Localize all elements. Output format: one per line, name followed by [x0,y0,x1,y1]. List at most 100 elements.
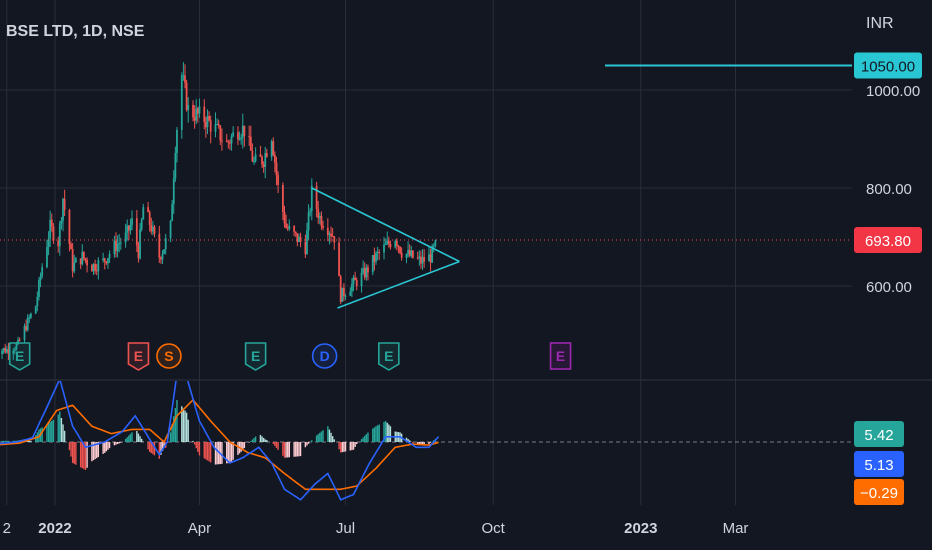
candle-body [293,226,296,232]
candle-body [30,313,32,318]
candle-body [195,108,198,121]
candle-body [344,295,347,297]
macd-value-label: −0.29 [860,485,898,502]
candle-body [176,129,178,154]
candle-body [182,75,185,77]
price-tick-label: 800.00 [866,181,912,198]
event-badge [549,342,572,370]
candle-body [81,251,84,265]
event-badge [244,342,267,371]
candle-body [221,140,223,142]
candle-body [373,255,376,262]
event-marker-earnings-positive[interactable]: E [8,342,31,371]
candle-body [270,141,273,157]
candle-body [7,349,10,354]
candle-body [142,207,145,220]
candle-body [400,252,403,258]
event-marker-earnings-negative[interactable]: E [127,342,150,371]
candle-body [131,218,133,226]
macd-value-tag [854,479,904,505]
candle-body [408,250,411,256]
candle-body [412,250,414,258]
candle-body [262,164,265,167]
candle-body [434,240,437,246]
candle-body [310,185,313,211]
candle-body [237,132,239,140]
candle-body [2,348,5,351]
candle-body [394,240,397,248]
candle-body [429,254,432,263]
candle-body [94,263,97,271]
candle-body [273,155,276,163]
candle-body [17,339,19,344]
candle-body [158,233,161,258]
time-tick-label: 2022 [38,520,71,537]
candle-body [129,225,132,231]
candle-body [432,245,435,247]
candle-body [203,106,206,122]
event-marker-dividend[interactable]: D [311,343,338,369]
candle-body [230,136,233,144]
candle-body [265,153,268,157]
candle-body [410,250,413,256]
candle-body [41,267,44,277]
candle-body [216,123,218,125]
candle-body [376,252,379,254]
event-badge [8,342,31,371]
candle-body [264,153,267,167]
candle-body [288,226,291,229]
candle-body [333,236,336,243]
candle-body [196,108,199,114]
event-marker-split[interactable]: S [156,343,182,369]
candle-body [4,348,7,353]
event-marker-earnings-positive[interactable]: E [244,342,267,371]
candle-body [349,291,352,296]
candle-body [169,220,172,239]
event-letter: E [15,348,24,364]
event-marker-earnings-positive[interactable]: E [378,342,400,371]
event-marker-earnings-upcoming[interactable]: E [549,342,572,370]
candle-body [275,162,278,176]
candle-body [326,227,329,236]
candle-body [204,121,207,128]
candle-body [428,254,430,262]
candle-body [421,257,424,264]
event-letter: E [134,348,143,364]
candle-body [148,211,151,226]
candle-body [163,249,166,254]
candle-body [418,256,421,258]
event-letter: E [384,348,393,364]
grid [0,0,932,505]
candle-body [151,226,154,232]
candle-body [251,150,254,162]
price-candles [1,62,437,360]
candle-body [307,212,310,231]
time-tick-label: 2023 [624,520,657,537]
event-letter: E [556,348,565,364]
candle-body [126,225,129,233]
candle-body [339,276,342,302]
candle-body [355,280,358,287]
candle-body [309,210,312,213]
candle-body [91,265,93,272]
candle-body [116,244,119,252]
candle-body [172,178,175,205]
candle-body [214,124,217,132]
candle-body [193,117,196,121]
candle-body [49,219,52,239]
currency-label: INR [866,15,894,32]
candle-body [272,141,275,156]
candle-body [322,225,324,228]
candle-body [52,226,55,241]
candle-body [198,106,201,114]
candle-body [241,125,244,138]
candle-body [238,139,241,141]
candle-body [153,226,156,234]
candle-body [34,306,37,314]
candle-body [82,251,85,259]
event-letter: D [320,348,330,364]
event-letter: E [251,348,260,364]
candle-body [68,209,71,244]
